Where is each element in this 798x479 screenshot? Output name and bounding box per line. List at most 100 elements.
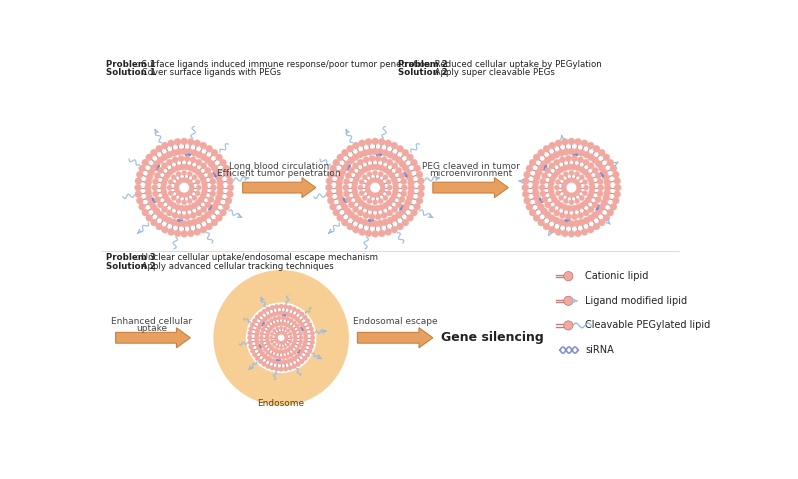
Circle shape [139, 204, 145, 210]
Circle shape [275, 360, 280, 365]
Circle shape [553, 217, 560, 224]
Circle shape [559, 195, 563, 201]
Circle shape [175, 182, 180, 187]
Circle shape [146, 154, 152, 161]
Circle shape [563, 148, 570, 155]
Circle shape [545, 167, 551, 173]
Circle shape [271, 340, 274, 343]
Circle shape [563, 191, 569, 195]
Circle shape [136, 197, 144, 204]
Circle shape [215, 215, 223, 221]
Circle shape [263, 324, 267, 328]
Circle shape [282, 360, 287, 365]
Circle shape [283, 332, 286, 336]
Circle shape [587, 176, 594, 182]
Circle shape [153, 160, 160, 167]
Circle shape [540, 208, 547, 215]
Circle shape [397, 223, 404, 230]
Circle shape [217, 184, 223, 191]
Circle shape [583, 185, 589, 190]
Circle shape [416, 197, 423, 204]
Circle shape [559, 157, 566, 163]
Circle shape [200, 163, 207, 169]
Circle shape [270, 305, 275, 310]
Circle shape [555, 200, 561, 206]
Circle shape [381, 212, 387, 218]
Circle shape [587, 215, 595, 221]
Circle shape [340, 152, 410, 223]
Circle shape [266, 356, 271, 361]
Circle shape [275, 340, 279, 343]
Circle shape [279, 304, 283, 308]
Circle shape [352, 180, 358, 186]
Circle shape [145, 179, 152, 186]
Circle shape [548, 189, 555, 195]
Circle shape [583, 169, 588, 175]
Circle shape [573, 220, 580, 227]
Circle shape [190, 212, 196, 218]
Circle shape [283, 345, 286, 349]
Circle shape [391, 215, 398, 221]
Circle shape [157, 157, 164, 164]
Circle shape [533, 215, 540, 221]
Circle shape [361, 219, 369, 226]
Circle shape [172, 195, 176, 201]
Circle shape [279, 367, 283, 372]
Circle shape [184, 155, 190, 161]
Circle shape [188, 204, 194, 210]
Circle shape [381, 157, 387, 163]
Text: : Cover surface ligands with PEGs: : Cover surface ligands with PEGs [136, 68, 282, 77]
Circle shape [569, 171, 574, 176]
Circle shape [292, 330, 296, 334]
Circle shape [184, 178, 190, 183]
Circle shape [558, 203, 564, 209]
Circle shape [406, 174, 413, 181]
Circle shape [297, 328, 302, 332]
Circle shape [289, 346, 293, 350]
Circle shape [399, 196, 405, 203]
Circle shape [362, 175, 367, 180]
Circle shape [255, 339, 259, 343]
Circle shape [532, 179, 539, 186]
Circle shape [378, 191, 383, 195]
Circle shape [365, 185, 370, 190]
Circle shape [358, 185, 363, 190]
Circle shape [333, 159, 340, 166]
Circle shape [575, 180, 579, 185]
Circle shape [587, 193, 594, 199]
Circle shape [207, 196, 214, 203]
Circle shape [265, 339, 270, 343]
Circle shape [174, 185, 179, 190]
Circle shape [251, 348, 255, 353]
Circle shape [251, 322, 255, 327]
Circle shape [181, 171, 187, 176]
Circle shape [286, 343, 290, 347]
Circle shape [563, 220, 570, 227]
Circle shape [205, 167, 211, 173]
Circle shape [373, 200, 377, 205]
Circle shape [267, 324, 294, 351]
Circle shape [275, 311, 280, 316]
Circle shape [168, 140, 175, 147]
Circle shape [417, 191, 425, 198]
Circle shape [275, 366, 279, 371]
Circle shape [181, 177, 187, 182]
Circle shape [324, 137, 426, 239]
Circle shape [310, 331, 314, 336]
Circle shape [606, 159, 614, 166]
Circle shape [287, 365, 292, 370]
Circle shape [589, 189, 595, 195]
Circle shape [188, 165, 194, 171]
Circle shape [142, 159, 148, 166]
Circle shape [259, 312, 263, 316]
Circle shape [598, 219, 605, 226]
Circle shape [558, 167, 564, 173]
Circle shape [206, 145, 212, 152]
Circle shape [171, 149, 177, 156]
Circle shape [389, 172, 395, 179]
Text: Problem 1: Problem 1 [105, 60, 156, 69]
Circle shape [186, 148, 193, 155]
Text: : Unclear cellular uptake/endosomal escape mechanism: : Unclear cellular uptake/endosomal esca… [136, 253, 378, 262]
Circle shape [326, 191, 333, 198]
Circle shape [372, 138, 378, 145]
